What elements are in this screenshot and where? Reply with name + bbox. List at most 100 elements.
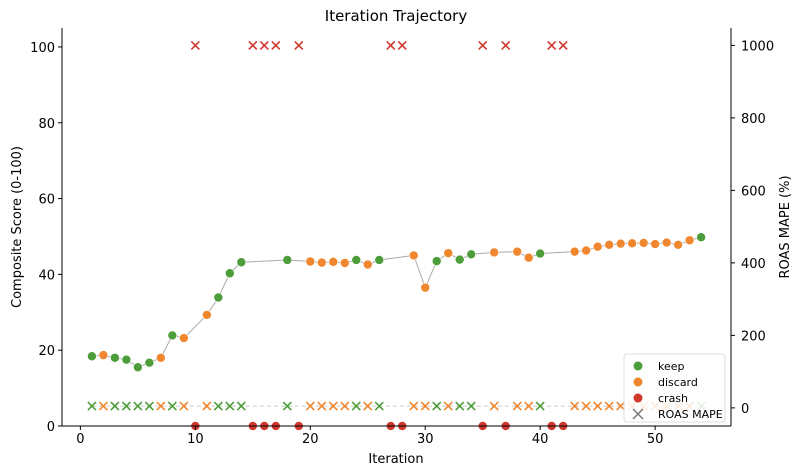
- y2-tick-label: 400: [741, 257, 766, 272]
- score-point-discard: [316, 257, 327, 268]
- score-point-keep: [167, 330, 178, 341]
- score-point-discard: [661, 237, 672, 248]
- x-tick-label: 20: [302, 432, 319, 447]
- mape-marker-discard: [202, 401, 212, 411]
- mape-marker-keep: [87, 401, 97, 411]
- score-point-discard: [328, 257, 339, 267]
- score-point-discard: [638, 238, 649, 248]
- mape-marker-crash: [271, 40, 281, 50]
- mape-marker-keep: [374, 401, 384, 411]
- mape-marker-keep: [535, 401, 545, 411]
- mape-marker-keep: [213, 401, 223, 411]
- score-point-keep: [133, 362, 143, 373]
- legend-label-roas-mape: ROAS MAPE: [658, 408, 723, 421]
- score-point-discard: [408, 250, 419, 261]
- y-tick-label: 100: [30, 41, 55, 56]
- score-point-keep: [225, 268, 235, 279]
- x-tick-label: 10: [187, 432, 204, 447]
- score-point-discard: [489, 247, 500, 258]
- y2-axis-label: ROAS MAPE (%): [778, 175, 793, 278]
- mape-marker-keep: [133, 401, 143, 411]
- legend-marker-discard: [633, 377, 643, 387]
- mape-marker-discard: [593, 401, 603, 411]
- mape-marker-keep: [121, 401, 131, 411]
- score-point-keep: [431, 256, 442, 266]
- legend-label-crash: crash: [658, 392, 688, 405]
- x-tick-label: 0: [76, 432, 84, 447]
- y-tick-label: 60: [38, 193, 55, 208]
- score-point-discard: [362, 259, 373, 270]
- y-tick-label: 80: [38, 117, 55, 132]
- mape-marker-crash: [547, 40, 557, 50]
- score-point-discard: [443, 248, 454, 258]
- mape-marker-keep: [144, 401, 154, 411]
- y-tick-label: 20: [38, 344, 55, 359]
- mape-marker-crash: [259, 40, 269, 50]
- mape-marker-discard: [305, 401, 315, 411]
- legend-marker-roas-mape: [632, 408, 644, 420]
- score-point-discard: [420, 282, 431, 293]
- score-point-keep: [144, 357, 155, 368]
- mape-marker-keep: [167, 401, 177, 411]
- score-point-keep: [696, 232, 706, 243]
- mape-marker-discard: [328, 401, 338, 411]
- x-tick-label: 40: [532, 432, 549, 447]
- mape-marker-discard: [616, 401, 626, 411]
- score-point-discard: [202, 310, 212, 320]
- score-point-keep: [213, 292, 224, 303]
- legend-marker-crash: [633, 393, 643, 403]
- y2-tick-label: 0: [741, 402, 749, 417]
- mape-marker-discard: [98, 401, 108, 411]
- score-point-keep: [535, 248, 545, 259]
- score-point-discard: [627, 238, 637, 249]
- mape-marker-discard: [581, 401, 591, 411]
- y2-tick-label: 600: [741, 184, 766, 199]
- score-point-discard: [684, 235, 695, 246]
- score-point-discard: [98, 350, 109, 360]
- score-point-keep: [87, 351, 97, 362]
- mape-marker-crash: [190, 40, 200, 50]
- score-point-keep: [351, 255, 362, 265]
- score-point-keep: [454, 254, 465, 265]
- score-point-discard: [650, 239, 660, 249]
- score-point-keep: [236, 257, 247, 268]
- y-tick-label: 0: [47, 420, 55, 435]
- score-point-keep: [282, 255, 293, 265]
- mape-marker-discard: [363, 401, 373, 411]
- mape-marker-discard: [604, 401, 614, 411]
- x-tick-label: 50: [647, 432, 664, 447]
- legend-marker-keep: [633, 361, 643, 371]
- mape-marker-keep: [282, 401, 292, 411]
- mape-marker-keep: [432, 401, 442, 411]
- score-point-discard: [592, 241, 603, 252]
- mape-marker-keep: [236, 401, 246, 411]
- x-tick-label: 30: [417, 432, 434, 447]
- score-point-discard: [673, 240, 683, 250]
- mape-marker-discard: [409, 401, 419, 411]
- y-axis-label: Composite Score (0-100): [10, 146, 25, 308]
- chart-title: Iteration Trajectory: [325, 7, 468, 25]
- y2-tick-label: 1000: [741, 39, 774, 54]
- score-point-keep: [110, 352, 120, 363]
- legend-box: [623, 353, 726, 423]
- score-point-keep: [374, 255, 385, 265]
- mape-marker-crash: [478, 40, 488, 50]
- mape-marker-discard: [570, 401, 580, 411]
- mape-marker-crash: [386, 40, 396, 50]
- x-axis-label: Iteration: [368, 452, 423, 467]
- mape-marker-discard: [317, 401, 327, 411]
- mape-marker-crash: [501, 40, 511, 50]
- mape-marker-discard: [512, 401, 522, 411]
- mape-marker-keep: [466, 401, 476, 411]
- legend: keep discard crash ROAS MAPE: [623, 353, 726, 423]
- score-point-keep: [466, 249, 477, 260]
- mape-marker-discard: [489, 401, 499, 411]
- legend-label-keep: keep: [658, 360, 685, 373]
- score-point-discard: [523, 252, 534, 263]
- mape-marker-crash: [558, 40, 568, 50]
- y2-tick-label: 200: [741, 329, 766, 344]
- score-point-discard: [604, 240, 614, 250]
- mape-marker-keep: [225, 401, 235, 411]
- mape-marker-crash: [248, 40, 258, 50]
